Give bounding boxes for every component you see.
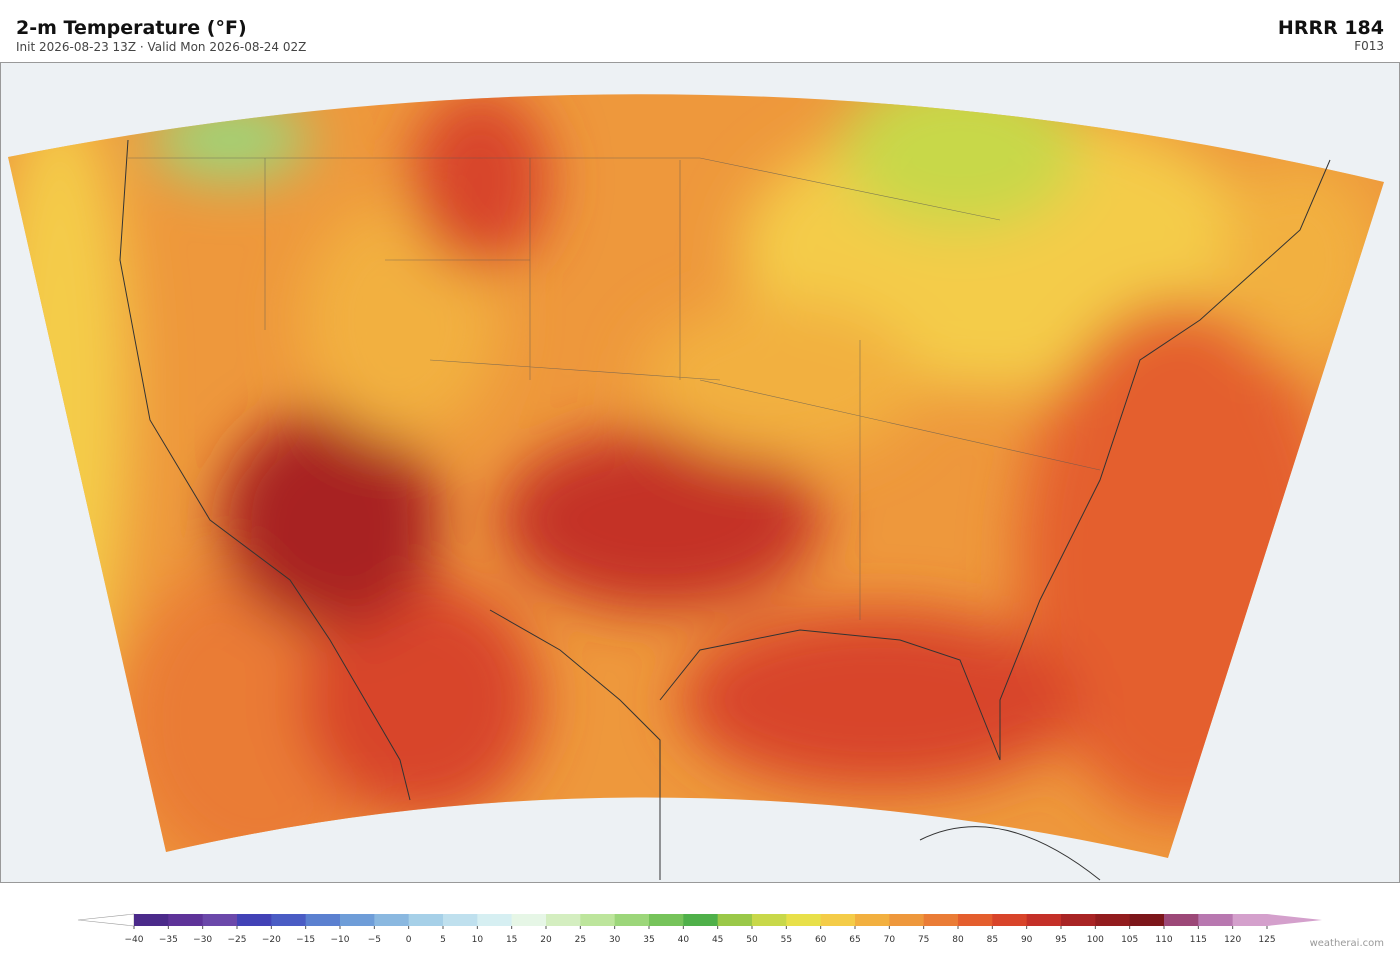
colorbar-segment <box>786 914 822 926</box>
coastlines <box>119 139 1331 881</box>
colorbar-segment <box>855 914 890 926</box>
colorbar-tick-label: 65 <box>849 935 860 945</box>
colorbar-segment <box>820 914 856 926</box>
colorbar-tick-label: −5 <box>368 935 381 945</box>
colorbar-tick-label: −25 <box>228 935 247 945</box>
colorbar-segment <box>1198 914 1234 926</box>
title: 2-m Temperature (°F) <box>16 17 247 39</box>
colorbar-tick-label: 95 <box>1055 935 1066 945</box>
colorbar-tick-label: 45 <box>712 935 723 945</box>
colorbar-tick-label: −40 <box>125 935 144 945</box>
colorbar-tick-label: 125 <box>1258 935 1275 945</box>
colorbar-segment <box>340 914 375 926</box>
colorbar-tick-label: 55 <box>781 935 792 945</box>
temperature-field <box>8 94 1384 859</box>
colorbar-tick-label: 115 <box>1190 935 1207 945</box>
model-label: HRRR 184 <box>1278 17 1384 39</box>
colorbar-segment <box>958 914 993 926</box>
colorbar-segment <box>374 914 410 926</box>
colorbar-segment <box>1061 914 1096 926</box>
colorbar-tick-label: 70 <box>884 935 896 945</box>
colorbar-tick-label: 105 <box>1121 935 1138 945</box>
colorbar-tick-label: 60 <box>815 935 827 945</box>
colorbar-segment <box>168 914 204 926</box>
colorbar-tick-label: 20 <box>540 935 552 945</box>
credit: weatherai.com <box>1310 938 1384 949</box>
colorbar-segment <box>1026 914 1062 926</box>
colorbar-tick-label: −20 <box>262 935 281 945</box>
colorbar-segment <box>271 914 307 926</box>
colorbar-segment <box>1129 914 1165 926</box>
colorbar-segment <box>923 914 959 926</box>
colorbar-tick-label: 75 <box>918 935 929 945</box>
colorbar-tick-label: 110 <box>1155 935 1172 945</box>
colorbar-segment <box>408 914 444 926</box>
colorbar-segment <box>1095 914 1131 926</box>
colorbar: −40 −35 −30 −25 −20 −15 −10 −5 0 5 10 15 20 25 30 35 40 4… <box>77 913 1322 945</box>
colorbar-tick-label: 85 <box>987 935 998 945</box>
colorbar-tick-label: 0 <box>406 935 412 945</box>
colorbar-tick-label: 35 <box>643 935 654 945</box>
colorbar-segment <box>889 914 925 926</box>
colorbar-segment <box>134 914 169 926</box>
colorbar-tick-label: 80 <box>952 935 964 945</box>
colorbar-segment <box>992 914 1028 926</box>
colorbar-tick-label: 30 <box>609 935 621 945</box>
subtitle: Init 2026-08-23 13Z · Valid Mon 2026-08-… <box>16 40 306 54</box>
colorbar-tick-label: 40 <box>678 935 690 945</box>
colorbar-over <box>1267 914 1322 926</box>
colorbar-segment <box>614 914 650 926</box>
colorbar-segment <box>546 914 581 926</box>
colorbar-tick-label: 15 <box>506 935 517 945</box>
colorbar-tick-label: −30 <box>193 935 212 945</box>
colorbar-segment <box>649 914 684 926</box>
colorbar-segment <box>580 914 616 926</box>
colorbar-segment <box>477 914 513 926</box>
colorbar-tick-label: −35 <box>159 935 178 945</box>
colorbar-segment <box>305 914 341 926</box>
colorbar-segment <box>1232 914 1268 926</box>
colorbar-segment <box>202 914 238 926</box>
colorbar-tick-label: −15 <box>296 935 315 945</box>
colorbar-tick-label: 120 <box>1224 935 1241 945</box>
colorbar-segment <box>511 914 547 926</box>
colorbar-segment <box>683 914 719 926</box>
state-borders <box>128 157 1101 620</box>
colorbar-tick-label: 5 <box>440 935 446 945</box>
colorbar-segment <box>1164 914 1199 926</box>
colorbar-segment <box>443 914 478 926</box>
colorbar-segment <box>752 914 787 926</box>
colorbar-under <box>77 913 135 927</box>
forecast-hour: F013 <box>1354 39 1384 53</box>
colorbar-tick-label: −10 <box>331 935 350 945</box>
colorbar-tick-label: 50 <box>746 935 758 945</box>
colorbar-tick-label: 100 <box>1087 935 1104 945</box>
colorbar-tick-label: 90 <box>1021 935 1033 945</box>
colorbar-segment <box>237 914 272 926</box>
colorbar-segment <box>717 914 753 926</box>
colorbar-tick-label: 10 <box>472 935 484 945</box>
colorbar-tick-label: 25 <box>575 935 586 945</box>
